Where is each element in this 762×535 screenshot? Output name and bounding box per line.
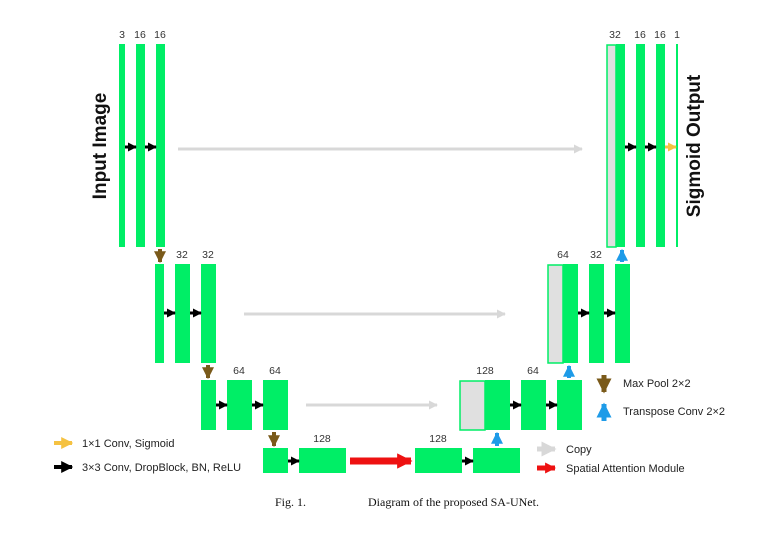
feature-map xyxy=(485,380,510,430)
feature-map xyxy=(521,380,546,430)
feature-map xyxy=(155,264,164,363)
feature-map xyxy=(415,448,462,473)
channel-label: 64 xyxy=(527,365,539,377)
channel-label: 128 xyxy=(476,365,494,377)
feature-map xyxy=(563,264,578,363)
legend-copy-label: Copy xyxy=(566,444,592,456)
decoder-level-3: 128 64 xyxy=(459,365,582,431)
legend-maxpool-label: Max Pool 2×2 xyxy=(623,378,691,390)
channel-label: 128 xyxy=(313,433,331,445)
channel-label: 32 xyxy=(590,249,602,261)
channel-label: 32 xyxy=(609,29,621,41)
channel-label: 1 xyxy=(674,29,680,41)
feature-map xyxy=(201,264,216,363)
feature-map xyxy=(656,44,665,247)
input-image-label: Input Image xyxy=(90,93,111,200)
feature-map xyxy=(263,448,288,473)
decoder-level-2: 64 32 xyxy=(547,249,630,364)
decoder-level-1: 32 16 16 1 xyxy=(606,29,680,248)
legend: 1×1 Conv, Sigmoid 3×3 Conv, DropBlock, B… xyxy=(54,375,725,475)
legend-transpose-label: Transpose Conv 2×2 xyxy=(623,406,725,418)
feature-map xyxy=(119,44,125,247)
copied-feature-map xyxy=(606,44,617,248)
feature-map xyxy=(201,380,216,430)
channel-label: 64 xyxy=(233,365,245,377)
feature-map xyxy=(263,380,288,430)
channel-label: 64 xyxy=(557,249,569,261)
feature-map xyxy=(473,448,520,473)
channel-label: 64 xyxy=(269,365,281,377)
figure-number: Fig. 1. xyxy=(275,495,306,509)
channel-label: 32 xyxy=(202,249,214,261)
channel-label: 16 xyxy=(654,29,666,41)
feature-map xyxy=(156,44,165,247)
legend-conv1x1-label: 1×1 Conv, Sigmoid xyxy=(82,438,174,450)
feature-map xyxy=(136,44,145,247)
channel-label: 16 xyxy=(134,29,146,41)
feature-map xyxy=(557,380,582,430)
encoder-level-1: 3 16 16 xyxy=(119,29,166,247)
figure-caption: Diagram of the proposed SA-UNet. xyxy=(368,495,539,509)
copied-feature-map xyxy=(459,380,486,431)
feature-map xyxy=(227,380,252,430)
sigmoid-output-label: Sigmoid Output xyxy=(684,74,705,217)
encoder-level-3: 64 64 xyxy=(201,365,288,430)
encoder-level-2: 32 32 xyxy=(155,249,216,363)
feature-map xyxy=(615,264,630,363)
copied-feature-map xyxy=(547,264,564,364)
feature-map xyxy=(589,264,604,363)
channel-label: 32 xyxy=(176,249,188,261)
feature-map xyxy=(299,448,346,473)
feature-map xyxy=(616,44,625,247)
feature-map xyxy=(636,44,645,247)
output-map xyxy=(676,44,678,247)
channel-label: 16 xyxy=(634,29,646,41)
channel-label: 3 xyxy=(119,29,125,41)
legend-conv3x3-label: 3×3 Conv, DropBlock, BN, ReLU xyxy=(82,462,241,474)
channel-label: 16 xyxy=(154,29,166,41)
feature-map xyxy=(175,264,190,363)
bottleneck: 128 128 xyxy=(263,433,520,473)
legend-sam-label: Spatial Attention Module xyxy=(566,463,685,475)
channel-label: 128 xyxy=(429,433,447,445)
